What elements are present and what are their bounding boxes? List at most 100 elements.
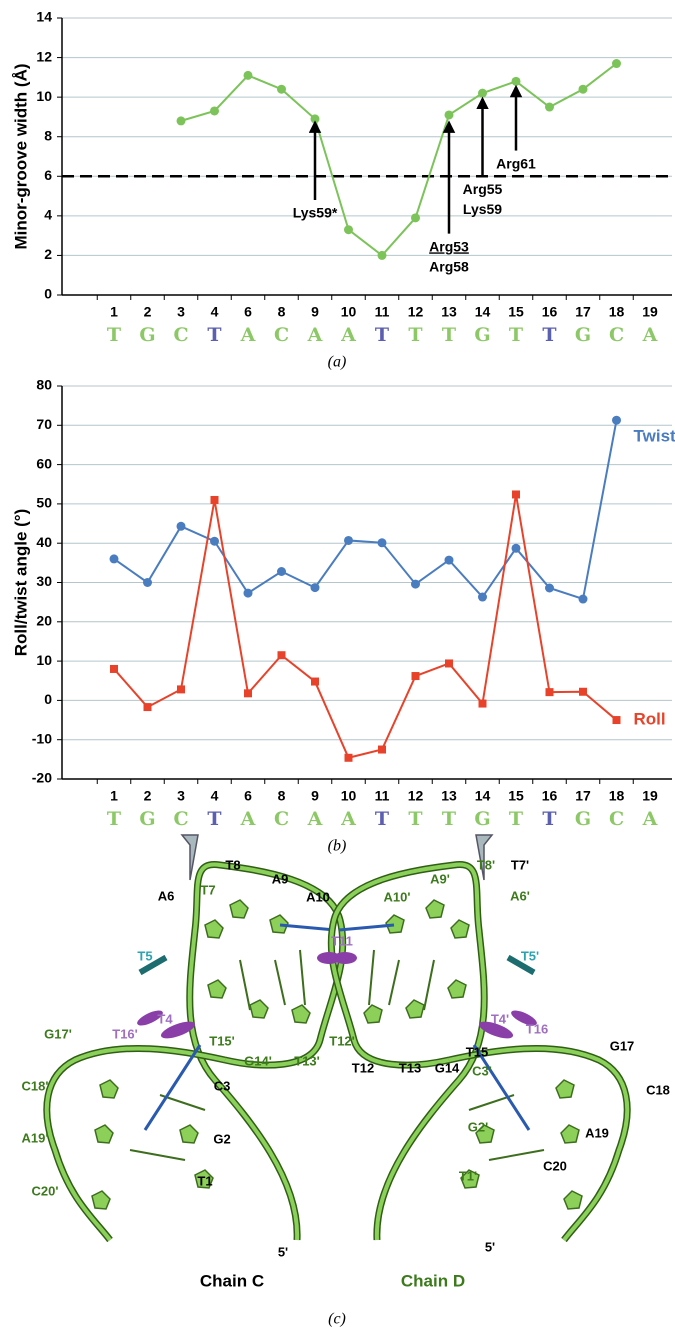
y-tick-label: -10	[32, 730, 52, 746]
point	[479, 700, 487, 708]
point	[512, 490, 520, 498]
point	[411, 213, 420, 222]
sequence-letter: G	[139, 324, 155, 346]
y-tick-label: 8	[44, 127, 52, 143]
sequence-letter: G	[575, 808, 591, 830]
x-tick-label: 18	[609, 788, 625, 804]
residue-label: T1'	[459, 1168, 477, 1183]
y-tick-label: 60	[36, 455, 52, 471]
caption: (c)	[328, 1311, 346, 1328]
point	[110, 554, 119, 563]
x-tick-label: 9	[311, 788, 319, 804]
residue-label: T5	[137, 948, 152, 963]
x-tick-label: 2	[144, 788, 152, 804]
point	[211, 496, 219, 504]
x-tick-label: 15	[508, 304, 524, 320]
series-line	[114, 494, 617, 757]
point	[244, 589, 253, 598]
y-tick-label: 14	[36, 9, 52, 25]
residue-label: C3	[214, 1078, 231, 1093]
x-tick-label: 3	[177, 788, 185, 804]
x-tick-label: 15	[508, 788, 524, 804]
y-tick-label: 4	[44, 207, 52, 223]
point	[278, 651, 286, 659]
caption: (b)	[328, 838, 347, 855]
chain-label: Chain C	[200, 1271, 264, 1290]
sequence-letter: T	[442, 324, 456, 346]
sequence-letter: C	[274, 808, 289, 830]
sequence-letter: G	[575, 324, 591, 346]
point	[244, 71, 253, 80]
sequence-letter: G	[474, 808, 490, 830]
residue-label: T1	[197, 1173, 212, 1188]
y-tick-label: -20	[32, 770, 52, 786]
residue-label: A10	[306, 889, 330, 904]
residue-label: T4	[157, 1011, 173, 1026]
point	[445, 659, 453, 667]
point	[177, 685, 185, 693]
point	[344, 536, 353, 545]
x-tick-label: 12	[408, 788, 424, 804]
y-axis-label: Roll/twist angle (°)	[11, 509, 30, 657]
residue-label: T12	[352, 1060, 374, 1075]
x-tick-label: 8	[278, 788, 286, 804]
figure: T8 A9 A10 A6 T7 T5 T4 T11 T16' G17' C18'…	[0, 0, 675, 1333]
residue-label: 5'	[485, 1239, 495, 1254]
sequence-letter: T	[207, 808, 221, 830]
x-tick-label: 13	[441, 788, 457, 804]
sequence-letter: G	[474, 324, 490, 346]
residue-label: 5'	[278, 1244, 288, 1259]
sequence-letter: C	[274, 324, 289, 346]
x-tick-label: 3	[177, 304, 185, 320]
y-tick-label: 10	[36, 88, 52, 104]
point	[378, 538, 387, 547]
y-tick-label: 6	[44, 167, 52, 183]
x-tick-label: 10	[341, 304, 357, 320]
residue-label: C20'	[32, 1183, 59, 1198]
point	[311, 583, 320, 592]
residue-label: T12'	[329, 1033, 355, 1048]
annotation-label: Arg53	[429, 238, 469, 254]
point	[177, 116, 186, 125]
x-tick-label: 6	[244, 788, 252, 804]
residue-label: G17	[610, 1038, 635, 1053]
y-tick-label: 12	[36, 48, 52, 64]
point	[411, 580, 420, 589]
point	[412, 672, 420, 680]
residue-label: T4'	[491, 1011, 509, 1026]
y-tick-label: 0	[44, 691, 52, 707]
x-tick-label: 11	[375, 788, 390, 804]
sequence-letter: A	[240, 324, 256, 346]
residue-label: A6	[158, 888, 175, 903]
caption: (a)	[328, 354, 347, 371]
y-tick-label: 20	[36, 613, 52, 629]
residue-label: T13	[399, 1060, 421, 1075]
residue-label: A6'	[510, 888, 530, 903]
point	[612, 59, 621, 68]
point	[612, 416, 621, 425]
sequence-letter: T	[509, 324, 523, 346]
point	[144, 703, 152, 711]
residue-label: T7'	[511, 857, 529, 872]
annotation-label: Arg58	[429, 258, 469, 274]
x-tick-label: 13	[441, 304, 457, 320]
point	[579, 595, 588, 604]
point	[478, 593, 487, 602]
point	[345, 754, 353, 762]
x-tick-label: 1	[110, 788, 118, 804]
residue-label: C3'	[472, 1063, 492, 1078]
residue-label: G17'	[44, 1026, 72, 1041]
x-tick-label: 19	[642, 304, 658, 320]
point	[545, 584, 554, 593]
x-tick-label: 1	[110, 304, 118, 320]
residue-label: G14	[435, 1060, 460, 1075]
point	[378, 746, 386, 754]
point	[210, 106, 219, 115]
annotation-label: Arg61	[496, 155, 536, 171]
residue-label: G2	[213, 1131, 230, 1146]
residue-label: G2'	[468, 1119, 488, 1134]
y-tick-label: 40	[36, 534, 52, 550]
x-tick-label: 18	[609, 304, 625, 320]
residue-label: C18'	[22, 1078, 49, 1093]
